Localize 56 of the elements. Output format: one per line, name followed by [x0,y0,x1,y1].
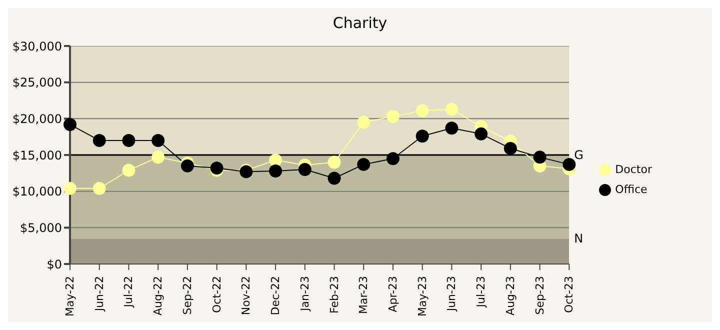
x-tick-label: Jan-23 [298,276,312,312]
x-tick-label: Nov-22 [240,276,253,316]
x-tick-label: Jul-23 [474,276,488,308]
point [357,116,370,129]
x-tick-label: Mar-23 [357,276,370,314]
point [152,150,165,164]
y-tick-label: $10,000 [12,184,62,199]
point [298,163,312,176]
point [474,127,488,140]
y-tick-label: $0 [46,257,62,272]
x-tick-label: Jun-23 [445,276,458,312]
y-tick-label: $5,000 [20,220,62,235]
ref-line-label: G [574,148,584,162]
point [562,158,576,171]
x-tick-label: Oct-23 [562,276,576,313]
x-tick-label: Feb-23 [328,276,341,314]
point [122,134,136,147]
point [357,158,370,171]
point [64,182,76,195]
point [92,182,106,195]
point [122,164,136,177]
point [180,159,194,172]
point [386,110,400,123]
x-tick-label: May-22 [64,276,76,317]
y-tick-label: $25,000 [12,76,62,90]
point [504,142,517,155]
chart-title: Charity [332,13,388,34]
y-tick-label: $30,000 [12,39,62,54]
point [64,118,76,131]
x-tick-label: Aug-23 [504,276,517,316]
point [533,150,546,164]
x-tick-label: Sep-22 [180,276,194,315]
point [328,156,341,169]
band-label: N [574,232,584,246]
point [416,104,429,118]
x-tick-label: Dec-22 [269,276,282,316]
x-tick-label: Apr-23 [386,276,400,312]
point [269,164,282,178]
x-tick-label: May-23 [416,276,429,317]
point [445,102,458,116]
y-tick-label: $15,000 [12,148,62,162]
point [92,134,106,147]
x-tick-label: Oct-22 [210,276,224,313]
point [445,122,458,135]
point [386,152,400,166]
point [416,130,429,143]
point [328,172,341,185]
x-tick-label: Jun-22 [92,276,106,312]
x-tick-label: Aug-22 [152,276,165,316]
y-tick-label: $20,000 [12,112,62,126]
point [269,154,282,167]
legend-label: Doctor [615,163,653,176]
point [152,134,165,147]
legend-label: Office [615,183,648,196]
x-tick-label: Sep-23 [533,276,546,315]
x-tick-label: Jul-22 [122,276,136,308]
